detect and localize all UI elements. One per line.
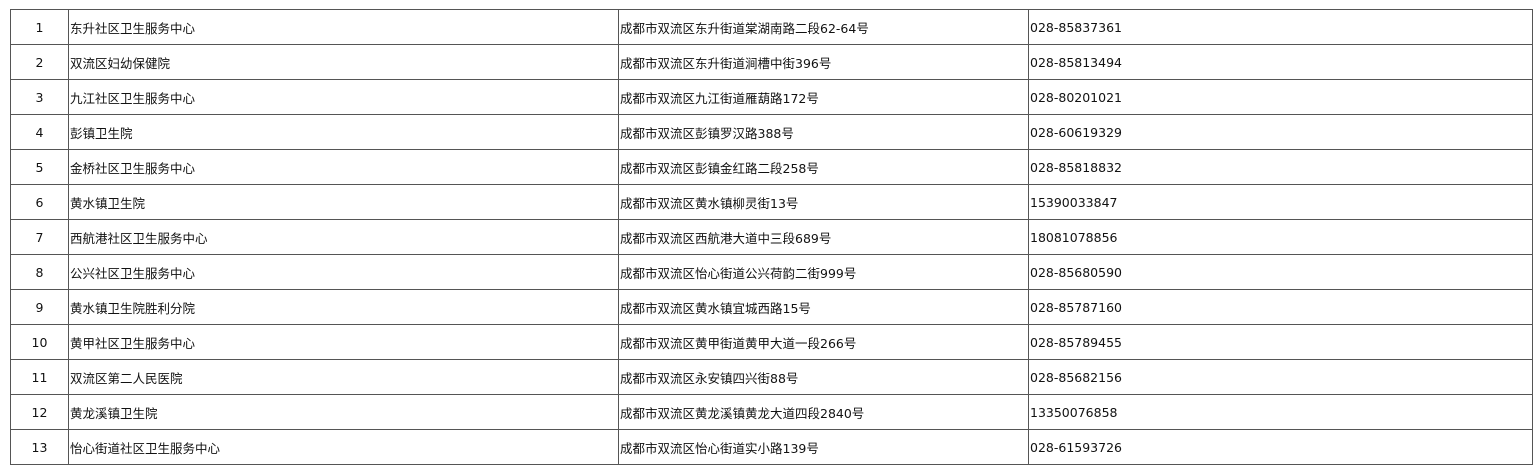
table-row: 1 东升社区卫生服务中心 成都市双流区东升街道棠湖南路二段62-64号 028-858…	[10, 9, 1533, 45]
row-index: 6	[10, 184, 69, 220]
row-index: 13	[10, 429, 69, 465]
institution-name: 怡心街道社区卫生服务中心	[68, 429, 619, 465]
table-row: 4 彭镇卫生院 成都市双流区彭镇罗汉路388号 028-60619329	[10, 114, 1533, 150]
table-row: 5 金桥社区卫生服务中心 成都市双流区彭镇金红路二段258号 028-85818832	[10, 149, 1533, 185]
address: 成都市双流区黄甲街道黄甲大道一段266号	[618, 324, 1029, 360]
table-row: 7 西航港社区卫生服务中心 成都市双流区西航港大道中三段689号 1808107885…	[10, 219, 1533, 255]
address: 成都市双流区怡心街道公兴荷韵二街999号	[618, 254, 1029, 290]
table-row: 13 怡心街道社区卫生服务中心 成都市双流区怡心街道实小路139号 028-61593…	[10, 429, 1533, 465]
row-index: 12	[10, 394, 69, 430]
phone: 028-85813494	[1028, 44, 1533, 80]
institution-name: 黄水镇卫生院	[68, 184, 619, 220]
address: 成都市双流区东升街道涧槽中街396号	[618, 44, 1029, 80]
phone: 13350076858	[1028, 394, 1533, 430]
institution-name: 西航港社区卫生服务中心	[68, 219, 619, 255]
row-index: 7	[10, 219, 69, 255]
row-index: 5	[10, 149, 69, 185]
institution-name: 双流区妇幼保健院	[68, 44, 619, 80]
institution-name: 彭镇卫生院	[68, 114, 619, 150]
phone: 028-85818832	[1028, 149, 1533, 185]
phone: 028-85837361	[1028, 9, 1533, 45]
phone: 028-80201021	[1028, 79, 1533, 115]
table-row: 8 公兴社区卫生服务中心 成都市双流区怡心街道公兴荷韵二街999号 028-85680…	[10, 254, 1533, 290]
institution-name: 公兴社区卫生服务中心	[68, 254, 619, 290]
table-row: 2 双流区妇幼保健院 成都市双流区东升街道涧槽中街396号 028-85813494	[10, 44, 1533, 80]
row-index: 3	[10, 79, 69, 115]
hospital-table: 1 东升社区卫生服务中心 成都市双流区东升街道棠湖南路二段62-64号 028-858…	[10, 9, 1533, 465]
table-row: 12 黄龙溪镇卫生院 成都市双流区黄龙溪镇黄龙大道四段2840号 1335007685…	[10, 394, 1533, 430]
address: 成都市双流区九江街道雁葫路172号	[618, 79, 1029, 115]
table-row: 6 黄水镇卫生院 成都市双流区黄水镇柳灵街13号 15390033847	[10, 184, 1533, 220]
phone: 028-60619329	[1028, 114, 1533, 150]
address: 成都市双流区西航港大道中三段689号	[618, 219, 1029, 255]
row-index: 8	[10, 254, 69, 290]
institution-name: 金桥社区卫生服务中心	[68, 149, 619, 185]
table-body: 1 东升社区卫生服务中心 成都市双流区东升街道棠湖南路二段62-64号 028-858…	[10, 9, 1533, 465]
row-index: 1	[10, 9, 69, 45]
institution-name: 黄龙溪镇卫生院	[68, 394, 619, 430]
address: 成都市双流区彭镇罗汉路388号	[618, 114, 1029, 150]
table-row: 3 九江社区卫生服务中心 成都市双流区九江街道雁葫路172号 028-80201021	[10, 79, 1533, 115]
address: 成都市双流区彭镇金红路二段258号	[618, 149, 1029, 185]
institution-name: 九江社区卫生服务中心	[68, 79, 619, 115]
address: 成都市双流区东升街道棠湖南路二段62-64号	[618, 9, 1029, 45]
row-index: 10	[10, 324, 69, 360]
address: 成都市双流区永安镇四兴街88号	[618, 359, 1029, 395]
row-index: 11	[10, 359, 69, 395]
institution-name: 黄甲社区卫生服务中心	[68, 324, 619, 360]
address: 成都市双流区黄水镇宜城西路15号	[618, 289, 1029, 325]
phone: 028-85787160	[1028, 289, 1533, 325]
institution-name: 东升社区卫生服务中心	[68, 9, 619, 45]
phone: 18081078856	[1028, 219, 1533, 255]
table-row: 11 双流区第二人民医院 成都市双流区永安镇四兴街88号 028-85682156	[10, 359, 1533, 395]
table-row: 10 黄甲社区卫生服务中心 成都市双流区黄甲街道黄甲大道一段266号 028-8578…	[10, 324, 1533, 360]
address: 成都市双流区黄水镇柳灵街13号	[618, 184, 1029, 220]
table-row: 9 黄水镇卫生院胜利分院 成都市双流区黄水镇宜城西路15号 028-85787160	[10, 289, 1533, 325]
address: 成都市双流区怡心街道实小路139号	[618, 429, 1029, 465]
phone: 028-61593726	[1028, 429, 1533, 465]
phone: 15390033847	[1028, 184, 1533, 220]
row-index: 9	[10, 289, 69, 325]
institution-name: 黄水镇卫生院胜利分院	[68, 289, 619, 325]
institution-name: 双流区第二人民医院	[68, 359, 619, 395]
row-index: 4	[10, 114, 69, 150]
phone: 028-85682156	[1028, 359, 1533, 395]
row-index: 2	[10, 44, 69, 80]
phone: 028-85789455	[1028, 324, 1533, 360]
phone: 028-85680590	[1028, 254, 1533, 290]
address: 成都市双流区黄龙溪镇黄龙大道四段2840号	[618, 394, 1029, 430]
